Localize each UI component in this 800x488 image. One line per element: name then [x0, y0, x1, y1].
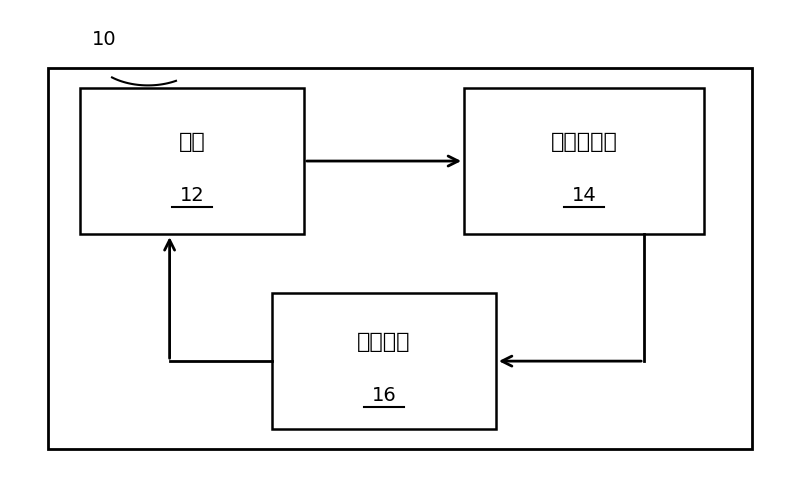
Text: 前端: 前端 — [178, 132, 206, 151]
Text: 12: 12 — [180, 186, 204, 204]
Text: 混频放大器: 混频放大器 — [550, 132, 618, 151]
FancyBboxPatch shape — [80, 88, 304, 234]
Text: 10: 10 — [92, 30, 116, 48]
FancyBboxPatch shape — [464, 88, 704, 234]
Text: 反馈回路: 反馈回路 — [358, 332, 410, 351]
FancyBboxPatch shape — [272, 293, 496, 429]
FancyBboxPatch shape — [48, 68, 752, 449]
Text: 16: 16 — [372, 386, 396, 405]
Text: 14: 14 — [572, 186, 596, 204]
